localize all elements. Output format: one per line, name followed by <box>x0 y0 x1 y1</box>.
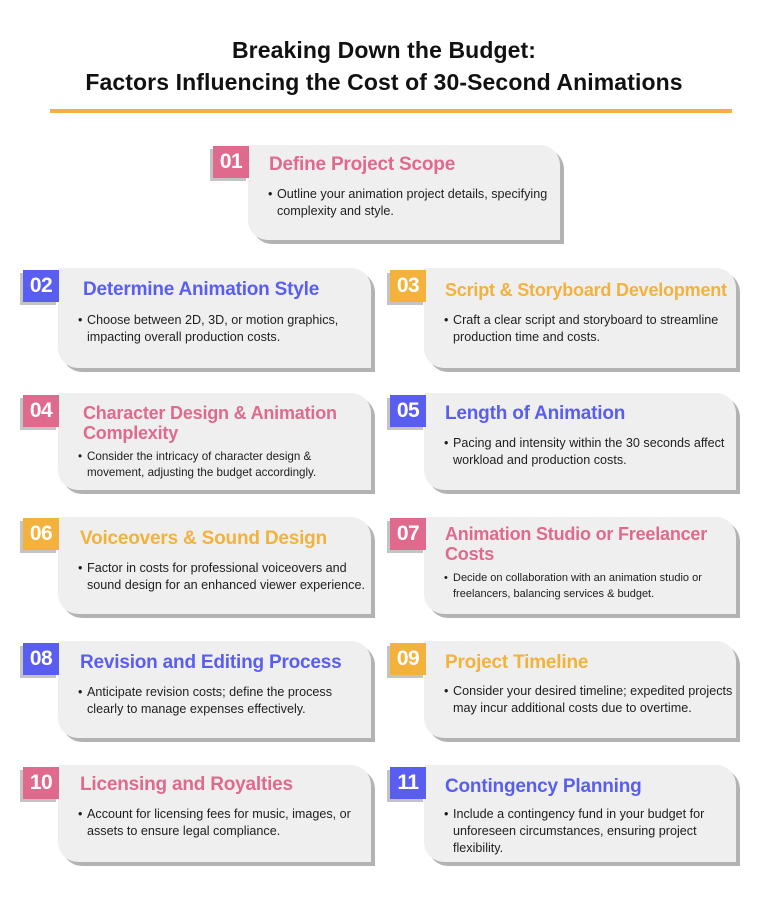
factor-card <box>424 393 736 490</box>
factor-card <box>424 268 736 368</box>
factor-card <box>58 765 371 862</box>
bullet-icon: • <box>78 561 83 575</box>
factor-card <box>424 517 736 614</box>
title-line-2: Factors Influencing the Cost of 30-Secon… <box>85 69 683 95</box>
bullet-icon: • <box>78 450 83 463</box>
factor-card <box>58 393 371 490</box>
factor-card <box>424 765 736 862</box>
factor-title: Project Timeline <box>445 652 589 673</box>
factor-title: Contingency Planning <box>445 776 642 797</box>
infographic-title: Breaking Down the Budget: Factors Influe… <box>0 34 768 98</box>
factor-card <box>58 517 371 614</box>
bullet-icon: • <box>78 313 83 327</box>
factor-title: Character Design & Animation Complexity <box>83 403 337 443</box>
factor-card <box>58 268 371 368</box>
factor-title: Determine Animation Style <box>83 279 320 300</box>
factor-title: Define Project Scope <box>269 154 456 175</box>
title-line-1: Breaking Down the Budget: <box>231 37 537 63</box>
number-badge: 05 <box>390 395 426 427</box>
factor-description: • Include a contingency fund in your budg… <box>444 807 705 855</box>
factor-description: • Account for licensing fees for music, i… <box>78 807 351 838</box>
bullet-icon: • <box>444 436 449 450</box>
factor-title: Revision and Editing Process <box>80 652 342 673</box>
factor-card <box>248 145 560 240</box>
factor-title: Script & Storyboard Development <box>445 280 727 300</box>
factor-description: • Decide on collaboration with an animati… <box>444 572 702 600</box>
number-badge: 03 <box>390 270 426 302</box>
factor-title: Licensing and Royalties <box>80 774 293 795</box>
factor-card <box>424 641 736 738</box>
number-badge: 09 <box>390 643 426 675</box>
factor-description: • Anticipate revision costs; define the p… <box>78 685 333 716</box>
number-badge: 07 <box>390 518 426 550</box>
number-badge: 06 <box>23 518 59 550</box>
bullet-icon: • <box>444 313 449 327</box>
bullet-icon: • <box>444 807 449 821</box>
number-badge: 02 <box>23 270 59 302</box>
number-badge: 04 <box>23 395 59 427</box>
number-badge: 01 <box>213 146 249 178</box>
factor-description: • Factor in costs for professional voiceo… <box>78 561 365 592</box>
title-underline-divider <box>50 109 732 113</box>
bullet-icon: • <box>444 572 448 584</box>
factor-description: • Outline your animation project details,… <box>268 187 548 218</box>
factor-description: • Consider your desired timeline; expedit… <box>444 684 733 715</box>
factor-title: Length of Animation <box>445 403 626 424</box>
bullet-icon: • <box>78 685 83 699</box>
factor-card <box>58 641 371 738</box>
number-badge: 10 <box>23 767 59 799</box>
bullet-icon: • <box>444 684 449 698</box>
bullet-icon: • <box>268 187 273 201</box>
factor-description: • Pacing and intensity within the 30 seco… <box>444 436 725 467</box>
bullet-icon: • <box>78 807 83 821</box>
number-badge: 11 <box>390 767 426 799</box>
factor-description: • Consider the intricacy of character des… <box>78 450 317 479</box>
factor-title: Voiceovers & Sound Design <box>80 528 327 549</box>
factor-title: Animation Studio or Freelancer Costs <box>445 524 708 564</box>
number-badge: 08 <box>23 643 59 675</box>
factor-description: • Choose between 2D, 3D, or motion graphi… <box>78 313 339 344</box>
factor-description: • Craft a clear script and storyboard to … <box>444 313 719 344</box>
